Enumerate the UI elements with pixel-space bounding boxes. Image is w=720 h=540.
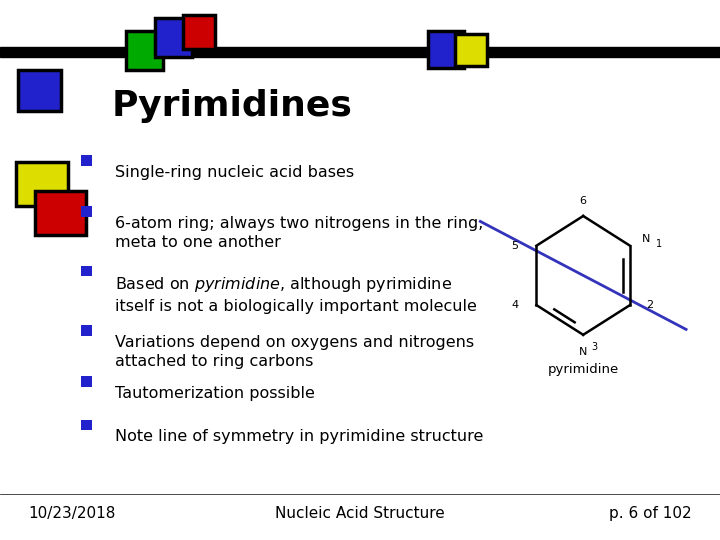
Text: Nucleic Acid Structure: Nucleic Acid Structure — [275, 506, 445, 521]
Text: 5: 5 — [511, 241, 518, 251]
Text: N: N — [579, 347, 588, 357]
Bar — [81, 376, 92, 387]
Bar — [81, 266, 92, 276]
Bar — [183, 15, 215, 49]
Bar — [155, 18, 192, 57]
Text: pyrimidine: pyrimidine — [548, 363, 618, 376]
Text: Based on $\it{pyrimidine}$, although pyrimidine
itself is not a biologically imp: Based on $\it{pyrimidine}$, although pyr… — [115, 275, 477, 314]
Text: 10/23/2018: 10/23/2018 — [29, 506, 116, 521]
Bar — [81, 325, 92, 336]
Text: Pyrimidines: Pyrimidines — [112, 89, 353, 123]
Text: 6: 6 — [580, 196, 587, 206]
Text: Single-ring nucleic acid bases: Single-ring nucleic acid bases — [115, 165, 354, 180]
Bar — [81, 155, 92, 166]
Bar — [428, 31, 464, 68]
Bar — [126, 31, 163, 70]
Bar — [16, 162, 68, 206]
Text: 2: 2 — [647, 300, 654, 310]
Text: Tautomerization possible: Tautomerization possible — [115, 386, 315, 401]
Bar — [35, 191, 86, 235]
Bar — [81, 420, 92, 430]
Text: 6-atom ring; always two nitrogens in the ring,
meta to one another: 6-atom ring; always two nitrogens in the… — [115, 216, 484, 250]
Bar — [0, 47, 720, 57]
Text: 1: 1 — [656, 239, 662, 248]
Text: N: N — [642, 234, 650, 244]
Text: 4: 4 — [511, 300, 518, 310]
Bar — [18, 70, 61, 111]
Text: Note line of symmetry in pyrimidine structure: Note line of symmetry in pyrimidine stru… — [115, 429, 484, 444]
Bar — [455, 34, 487, 66]
Text: 3: 3 — [592, 342, 598, 352]
Text: Variations depend on oxygens and nitrogens
attached to ring carbons: Variations depend on oxygens and nitroge… — [115, 335, 474, 369]
Text: p. 6 of 102: p. 6 of 102 — [608, 506, 691, 521]
Bar — [81, 206, 92, 217]
